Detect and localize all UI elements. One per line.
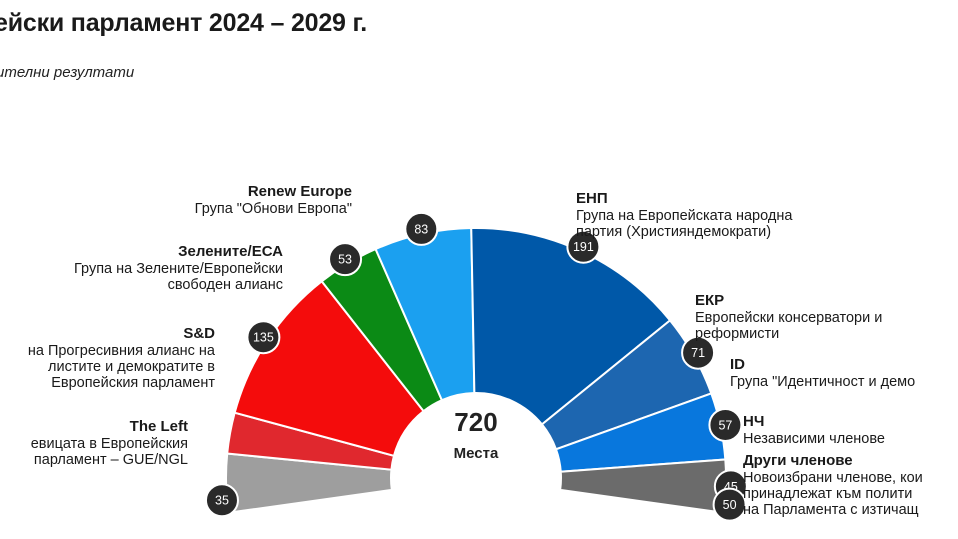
badge-sd: 135	[246, 320, 281, 355]
label-sd-name: S&D	[183, 325, 215, 342]
page-subtitle: ителни резултати	[0, 64, 135, 81]
badge-value-left: 35	[215, 494, 229, 508]
badge-circle-others	[712, 487, 747, 522]
label-id-desc-1: Група "Идентичност и демо	[730, 374, 916, 390]
label-others-desc-2: принадлежат към полити	[743, 486, 913, 502]
page-title: ейски парламент 2024 – 2029 г.	[0, 9, 367, 37]
label-renew: Renew Europe Група "Обнови Европа"	[120, 183, 352, 217]
label-left-desc-2: парламент – GUE/NGL	[33, 452, 188, 468]
badge-epp: 191	[566, 229, 601, 264]
badge-greens: 53	[328, 242, 363, 277]
label-greens: Зелените/ЕСА Група на Зелените/Европейск…	[20, 243, 283, 293]
badge-value-sd: 135	[253, 331, 274, 345]
badge-id: 57	[708, 407, 743, 442]
badge-circle-left	[204, 483, 239, 518]
label-ni-desc-1: Независими членове	[743, 431, 885, 447]
badge-value-greens: 53	[338, 253, 352, 267]
label-others-desc-3: на Парламента с изтичащ	[743, 502, 919, 518]
label-sd-desc-2: листите и демократите в	[48, 359, 215, 375]
label-left: The Left евицата в Европейския парламент…	[0, 418, 188, 468]
label-others-name: Други членове	[743, 452, 853, 469]
seat-total: 720	[454, 407, 497, 437]
badge-circle-ecr	[681, 335, 716, 370]
label-id-name: ID	[730, 356, 745, 373]
arc-epp	[470, 227, 672, 426]
label-ni: НЧ Независими членове	[743, 413, 885, 447]
label-epp-desc-2: партия (Християндемократи)	[576, 224, 772, 240]
label-sd-desc-1: на Прогресивния алианс на	[27, 343, 215, 359]
badge-others: 50	[712, 487, 747, 522]
badge-value-ecr: 71	[691, 346, 705, 360]
badge-value-epp: 191	[573, 240, 594, 254]
badge-ecr: 71	[681, 335, 716, 370]
label-ni-name: НЧ	[743, 413, 765, 430]
label-others: Други членове Новоизбрани членове, кои п…	[743, 452, 923, 518]
seat-total-label: Места	[454, 445, 499, 462]
badge-value-renew: 83	[414, 222, 428, 236]
badge-left: 35	[204, 483, 239, 518]
label-sd-desc-3: Европейския парламент	[51, 375, 215, 391]
badge-renew: 83	[404, 211, 439, 246]
badge-circle-epp	[566, 229, 601, 264]
label-renew-name: Renew Europe	[247, 183, 352, 200]
label-epp: ЕНП Група на Европейската народна партия…	[576, 190, 792, 240]
badge-circle-renew	[404, 211, 439, 246]
label-greens-desc-1: Група на Зелените/Европейски	[74, 261, 283, 277]
label-ecr: ЕКР Европейски консерватори и реформисти	[695, 292, 882, 342]
label-ecr-desc-2: реформисти	[695, 326, 780, 342]
label-others-desc-1: Новоизбрани членове, кои	[743, 470, 923, 486]
label-left-name: The Left	[129, 418, 188, 435]
label-renew-desc: Група "Обнови Европа"	[194, 201, 352, 217]
label-sd: S&D на Прогресивния алианс на листите и …	[0, 325, 215, 391]
badge-value-others: 50	[723, 498, 737, 512]
label-ecr-name: ЕКР	[695, 292, 725, 309]
label-ecr-desc-1: Европейски консерватори и	[695, 310, 883, 326]
label-greens-desc-2: свободен алианс	[167, 277, 283, 293]
arc-sd	[233, 279, 425, 458]
badge-circle-greens	[328, 242, 363, 277]
badge-circle-id	[708, 407, 743, 442]
label-epp-desc-1: Група на Европейската народна	[576, 208, 793, 224]
label-epp-name: ЕНП	[576, 190, 608, 207]
label-greens-name: Зелените/ЕСА	[178, 243, 283, 260]
label-id: ID Група "Идентичност и демо	[730, 356, 915, 390]
badge-circle-sd	[246, 320, 281, 355]
badge-value-id: 57	[718, 418, 732, 432]
label-left-desc-1: евицата в Европейския	[30, 436, 188, 452]
